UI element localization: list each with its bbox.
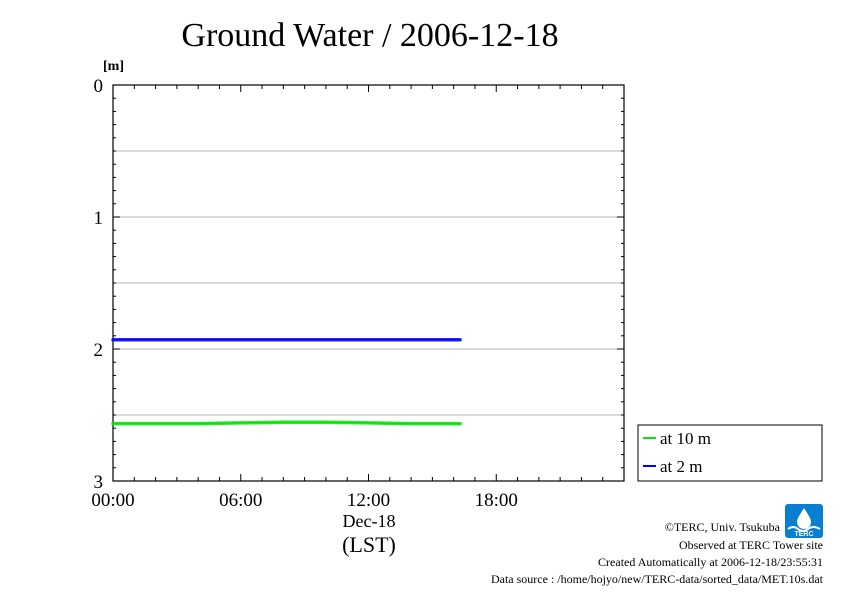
plot-frame (112, 84, 625, 482)
x-axis-label: (LST) (342, 532, 396, 557)
wave-icon (787, 526, 821, 532)
x-tick-labels: 00:00 06:00 12:00 18:00 (91, 490, 518, 511)
legend-box (637, 424, 823, 482)
legend-entry-at-10-m: at 10 m (643, 429, 711, 448)
copyright-text: ©TERC, Univ. Tsukuba (665, 520, 781, 534)
observed-site-text: Observed at TERC Tower site (679, 538, 823, 552)
logo-text: TERC (794, 531, 813, 538)
date-label: Dec-18 (343, 511, 396, 531)
y-axis-unit-label: [m] (103, 59, 124, 74)
x-tick-label: 12:00 (347, 490, 390, 511)
grid-lines (113, 150, 624, 416)
created-timestamp-text: Created Automatically at 2006-12-18/23:5… (598, 555, 823, 569)
x-tick-label: 18:00 (475, 490, 518, 511)
data-source-text: Data source : /home/hojyo/new/TERC-data/… (491, 572, 824, 586)
series-line-core-at-10-m (113, 421, 461, 425)
chart-title: Ground Water / 2006-12-18 (181, 17, 558, 54)
water-drop-icon (797, 508, 811, 529)
data-series (111, 338, 462, 426)
legend-label-at-10-m: at 10 m (660, 429, 711, 448)
x-tick-label: 06:00 (219, 490, 262, 511)
y-tick-label: 3 (94, 472, 104, 493)
legend: at 10 m at 2 m (637, 424, 823, 482)
y-tick-label: 1 (94, 208, 104, 229)
terc-logo: TERC (785, 504, 823, 538)
y-tick-label: 0 (94, 76, 104, 97)
y-tick-label: 2 (94, 340, 104, 361)
x-tick-label: 00:00 (91, 490, 134, 511)
legend-label-at-2-m: at 2 m (660, 457, 703, 476)
legend-entry-at-2-m: at 2 m (643, 457, 703, 476)
y-tick-labels: 0 1 2 3 (94, 76, 104, 493)
